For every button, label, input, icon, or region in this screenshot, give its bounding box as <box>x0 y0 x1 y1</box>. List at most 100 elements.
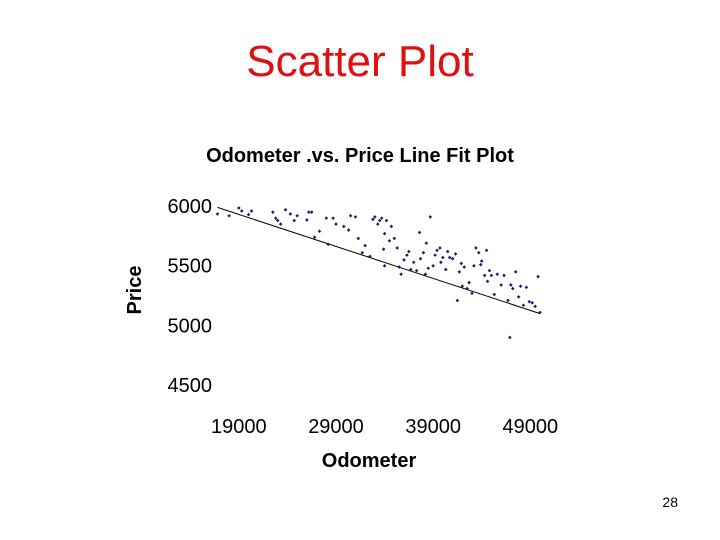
data-point <box>273 216 278 220</box>
data-point <box>246 212 251 217</box>
data-point <box>379 216 384 220</box>
data-point <box>428 215 433 219</box>
data-point <box>453 252 458 256</box>
data-point <box>530 301 535 305</box>
data-point <box>409 267 413 272</box>
data-point <box>288 212 293 216</box>
data-point <box>506 298 510 303</box>
data-point <box>516 295 521 299</box>
data-point <box>459 261 464 266</box>
data-point <box>424 241 429 245</box>
data-point <box>502 273 506 278</box>
data-point <box>482 273 487 278</box>
data-point <box>414 268 419 273</box>
data-point <box>443 267 448 272</box>
data-point <box>356 236 361 241</box>
data-point <box>292 218 297 223</box>
data-point <box>479 259 484 263</box>
data-point <box>518 284 523 288</box>
data-point <box>509 283 513 287</box>
data-point <box>431 264 435 268</box>
data-point <box>521 303 526 308</box>
y-tick-label: 5500 <box>168 256 213 278</box>
data-point <box>348 213 353 218</box>
data-point <box>472 264 476 268</box>
data-point <box>487 268 492 273</box>
slide-title: Scatter Plot <box>246 37 474 86</box>
data-point <box>341 224 346 229</box>
data-point <box>467 280 471 285</box>
data-point <box>470 291 474 296</box>
y-tick-labels: 6000 5500 5000 4500 <box>168 196 213 397</box>
data-point <box>407 249 411 254</box>
x-axis-label: Odometer <box>322 450 417 472</box>
data-point <box>433 253 437 257</box>
data-point <box>513 270 518 274</box>
data-point <box>478 262 483 267</box>
data-point <box>508 335 512 340</box>
data-point <box>324 216 329 220</box>
y-tick-label: 6000 <box>168 196 213 218</box>
data-point <box>249 209 254 213</box>
data-point <box>524 285 529 290</box>
data-point <box>387 239 392 243</box>
x-tick-label: 49000 <box>502 416 558 438</box>
data-point <box>283 207 288 212</box>
data-point <box>368 254 372 259</box>
data-point <box>489 273 494 278</box>
x-tick-label: 39000 <box>405 416 461 438</box>
data-point <box>484 248 489 253</box>
data-point <box>445 249 450 254</box>
data-point <box>389 224 394 229</box>
data-point <box>460 284 465 288</box>
data-point <box>495 272 500 277</box>
data-point <box>275 218 280 223</box>
data-point <box>538 310 542 315</box>
data-point <box>278 222 283 226</box>
data-point <box>397 265 401 269</box>
data-point <box>423 272 428 277</box>
data-point <box>536 274 540 279</box>
data-point <box>392 236 397 241</box>
data-point <box>417 230 422 235</box>
data-point <box>307 210 311 214</box>
data-point <box>395 246 399 250</box>
data-point <box>447 255 452 260</box>
x-tick-label: 19000 <box>211 416 267 438</box>
data-point <box>441 255 445 260</box>
data-point <box>499 283 503 287</box>
data-point <box>450 256 455 261</box>
data-point <box>239 209 244 213</box>
fit-line <box>217 206 541 315</box>
data-point <box>477 250 481 255</box>
y-tick-label: 5000 <box>168 315 213 337</box>
data-point <box>457 270 462 274</box>
data-point <box>353 215 358 219</box>
data-point <box>381 247 386 251</box>
data-point <box>474 246 478 250</box>
scatter-points <box>215 206 542 340</box>
data-point <box>421 250 426 255</box>
data-point <box>305 218 309 222</box>
data-point <box>465 286 469 291</box>
x-tick-labels: 19000 29000 39000 49000 <box>211 416 558 438</box>
data-point <box>326 242 331 247</box>
data-point <box>492 292 497 297</box>
data-point <box>435 248 439 253</box>
data-point <box>455 298 460 303</box>
data-point <box>227 213 231 218</box>
data-point <box>485 279 490 284</box>
data-point <box>418 256 423 261</box>
data-point <box>438 246 442 250</box>
data-point <box>373 215 377 219</box>
data-point <box>462 265 467 269</box>
data-point <box>346 228 351 232</box>
x-tick-label: 29000 <box>308 416 364 438</box>
fit-line-group <box>217 206 541 315</box>
data-point <box>377 218 382 223</box>
data-point <box>426 266 431 271</box>
data-point <box>237 206 241 210</box>
data-point <box>382 231 387 236</box>
data-point <box>360 250 365 255</box>
